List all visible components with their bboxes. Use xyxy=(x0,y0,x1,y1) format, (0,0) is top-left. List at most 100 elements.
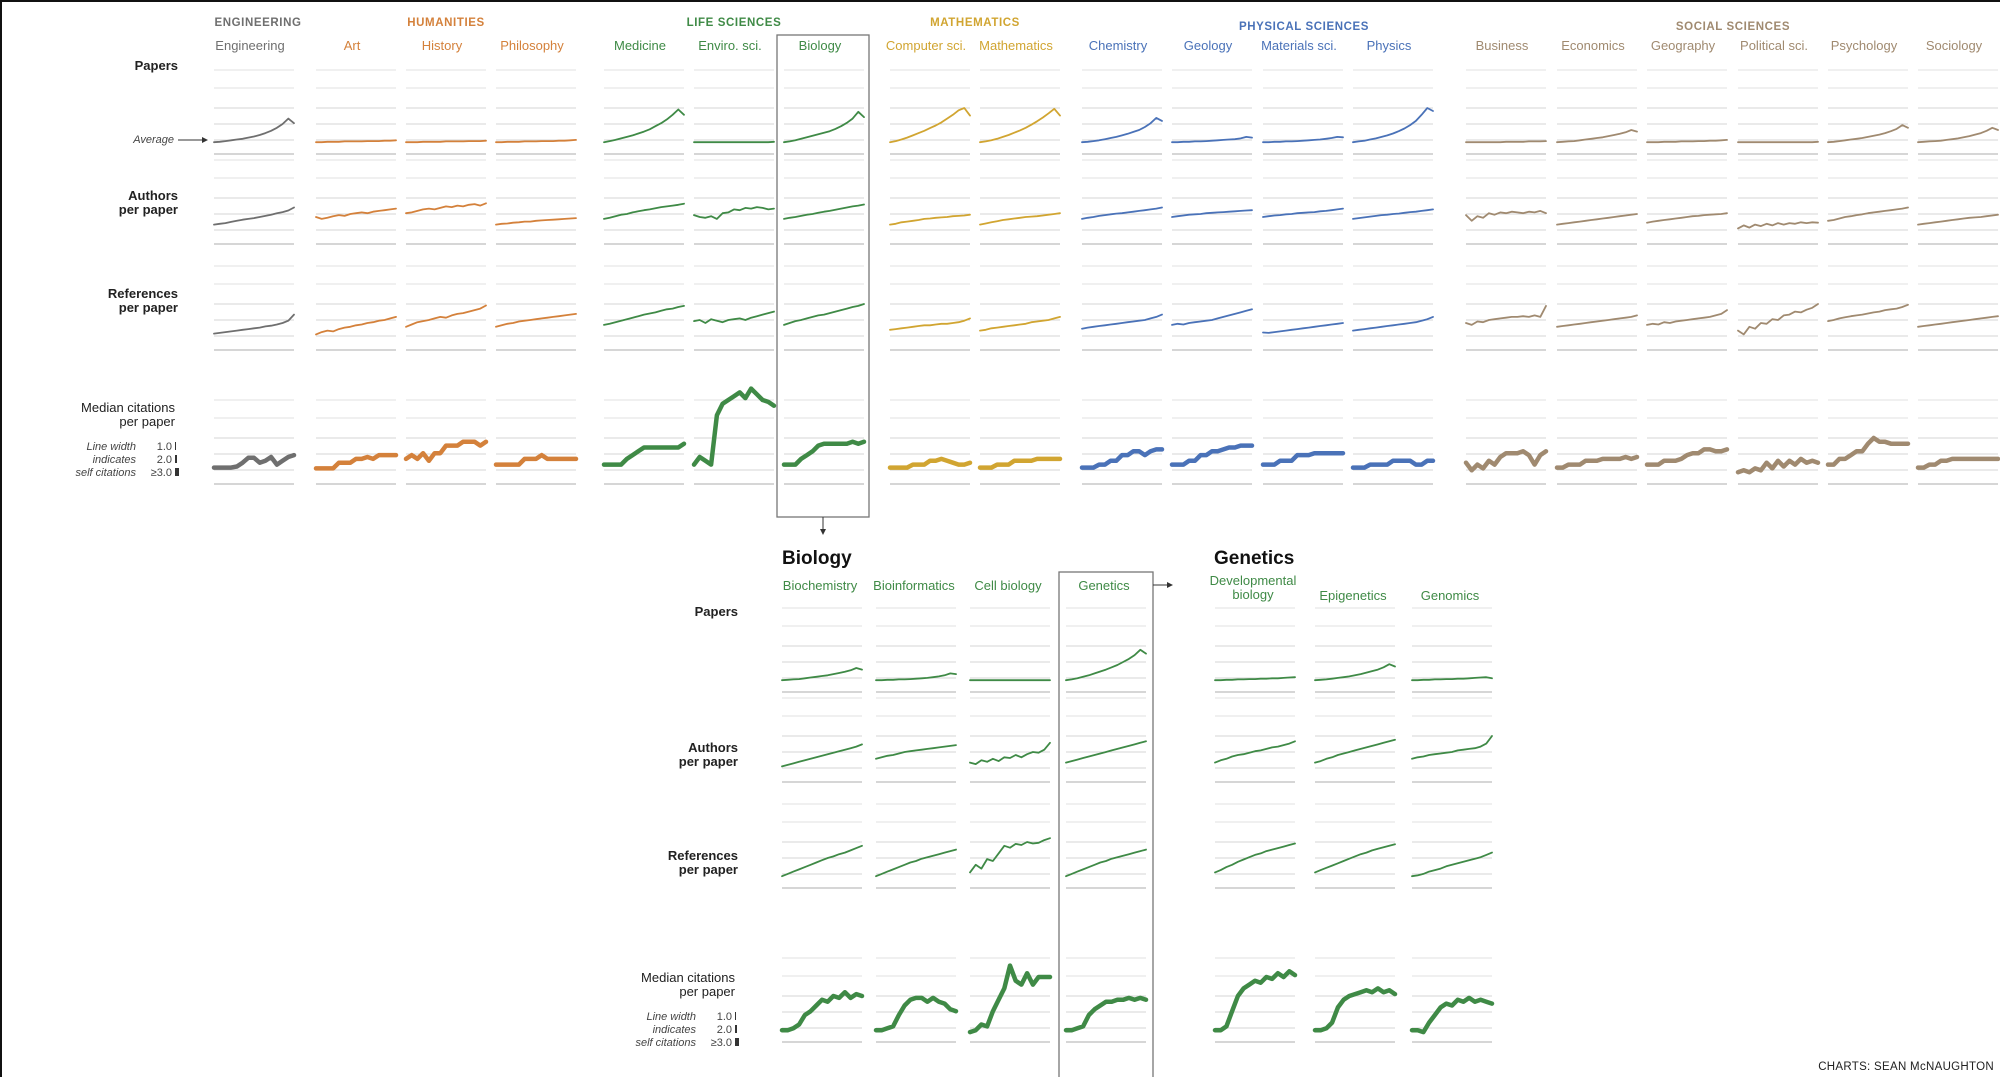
biology-legend-line-width: Line width xyxy=(646,1011,696,1023)
series-political-sci-median-citations-per-paper xyxy=(1735,456,1821,475)
series-biology-cell-biology-references-per-paper xyxy=(969,837,1051,874)
series-computer-sci-papers xyxy=(889,107,971,144)
group-label-social-sciences: SOCIAL SCIENCES xyxy=(1676,21,1790,33)
series-psychology-authors-per-paper xyxy=(1827,206,1909,222)
row-label-authors: Authors per paper xyxy=(119,188,178,217)
series-materials-sci-authors-per-paper xyxy=(1262,207,1344,218)
biology-row-label-papers: Papers xyxy=(695,604,738,619)
series-geography-papers xyxy=(1646,138,1728,144)
series-biology-genetics-papers xyxy=(1065,648,1147,682)
series-biology-bioinformatics-papers xyxy=(875,672,957,682)
average-arrowhead xyxy=(202,137,208,143)
genetics-detail-title: Genetics xyxy=(1214,548,1294,569)
series-art-median-citations-per-paper xyxy=(313,452,399,471)
series-mathematics-authors-per-paper xyxy=(979,212,1061,226)
group-label-mathematics: MATHEMATICS xyxy=(930,17,1020,29)
series-enviro-sci-references-per-paper xyxy=(693,310,775,324)
series-psychology-median-citations-per-paper xyxy=(1825,435,1911,467)
series-business-references-per-paper xyxy=(1465,304,1547,326)
field-label-geology: Geology xyxy=(1184,38,1233,53)
labels-layer: ENGINEERING HUMANITIES LIFE SCIENCES MATHEM… xyxy=(75,17,1993,1073)
series-physics-papers xyxy=(1352,107,1434,144)
series-philosophy-papers xyxy=(495,138,577,144)
field-label-mathematics: Mathematics xyxy=(979,38,1053,53)
field-label-business: Business xyxy=(1476,38,1529,53)
series-physics-median-citations-per-paper xyxy=(1350,458,1436,470)
field-label-biology: Biology xyxy=(799,38,842,53)
series-genetics-developmental-biology-authors-per-paper xyxy=(1214,740,1296,764)
series-geology-papers xyxy=(1171,135,1253,144)
series-biology-median-citations-per-paper xyxy=(781,439,867,467)
overview-legend-value: 1.0 xyxy=(157,441,172,453)
frame-left-border xyxy=(0,0,2,1077)
overview-legend-line-width: Line width xyxy=(86,441,136,453)
genetics-field-label-developmental-biology: Developmental biology xyxy=(1210,573,1297,602)
series-economics-median-citations-per-paper xyxy=(1554,454,1640,470)
series-geology-authors-per-paper xyxy=(1171,209,1253,218)
series-genetics-developmental-biology-references-per-paper xyxy=(1214,842,1296,874)
series-engineering-median-citations-per-paper xyxy=(211,452,297,470)
biology-legend-self-citations: self citations xyxy=(635,1037,696,1049)
overview-legend-self-citations: self citations xyxy=(75,467,136,479)
row-label-papers: Papers xyxy=(135,58,178,73)
series-engineering-authors-per-paper xyxy=(213,206,295,226)
series-philosophy-references-per-paper xyxy=(495,312,577,328)
series-biology-genetics-references-per-paper xyxy=(1065,848,1147,878)
series-medicine-papers xyxy=(603,108,685,144)
field-label-art: Art xyxy=(344,38,361,53)
series-biology-genetics-authors-per-paper xyxy=(1065,740,1147,764)
series-biology-cell-biology-authors-per-paper xyxy=(969,741,1051,765)
field-label-psychology: Psychology xyxy=(1831,38,1898,53)
series-geology-median-citations-per-paper xyxy=(1169,443,1255,467)
series-chemistry-references-per-paper xyxy=(1081,313,1163,330)
biology-field-label-cell-biology: Cell biology xyxy=(974,578,1042,593)
series-biology-bioinformatics-references-per-paper xyxy=(875,848,957,878)
series-art-references-per-paper xyxy=(315,315,397,336)
series-genetics-epigenetics-papers xyxy=(1314,663,1396,682)
series-chemistry-authors-per-paper xyxy=(1081,206,1163,220)
frame-top-border xyxy=(0,0,2000,2)
field-label-materials-sci: Materials sci. xyxy=(1261,38,1337,53)
field-label-sociology: Sociology xyxy=(1926,38,1983,53)
field-label-economics: Economics xyxy=(1561,38,1625,53)
biology-legend-width-swatch xyxy=(735,1025,737,1033)
series-materials-sci-papers xyxy=(1262,135,1344,144)
series-genetics-genomics-authors-per-paper xyxy=(1411,735,1493,760)
biology-legend-value: 1.0 xyxy=(717,1011,732,1023)
series-biology-biochemistry-median-citations-per-paper xyxy=(779,989,865,1033)
row-label-median-citations: Median citations per paper xyxy=(81,400,176,429)
series-psychology-references-per-paper xyxy=(1827,303,1909,323)
series-history-references-per-paper xyxy=(405,304,487,328)
series-business-authors-per-paper xyxy=(1465,209,1547,222)
biology-legend-value: ≥3.0 xyxy=(711,1037,732,1049)
series-biology-references-per-paper xyxy=(783,303,865,326)
series-engineering-papers xyxy=(213,117,295,144)
group-label-life-sciences: LIFE SCIENCES xyxy=(687,17,782,29)
field-label-philosophy: Philosophy xyxy=(500,38,564,53)
series-materials-sci-references-per-paper xyxy=(1262,322,1344,334)
series-sociology-papers xyxy=(1917,126,1999,144)
series-lines-layer xyxy=(211,107,2000,1035)
average-label: Average xyxy=(132,134,174,146)
field-label-chemistry: Chemistry xyxy=(1089,38,1148,53)
series-biology-biochemistry-papers xyxy=(781,667,863,682)
series-biology-bioinformatics-authors-per-paper xyxy=(875,744,957,760)
series-genetics-genomics-references-per-paper xyxy=(1411,851,1493,878)
series-history-authors-per-paper xyxy=(405,202,487,215)
biology-row-label-authors: Authors per paper xyxy=(679,740,738,769)
series-philosophy-median-citations-per-paper xyxy=(493,452,579,467)
series-genetics-developmental-biology-papers xyxy=(1214,676,1296,682)
series-history-median-citations-per-paper xyxy=(403,439,489,464)
series-materials-sci-median-citations-per-paper xyxy=(1260,450,1346,467)
series-sociology-median-citations-per-paper xyxy=(1915,456,2000,470)
overview-legend-value: ≥3.0 xyxy=(151,467,172,479)
series-philosophy-authors-per-paper xyxy=(495,217,577,226)
series-art-authors-per-paper xyxy=(315,207,397,220)
series-biology-papers xyxy=(783,110,865,144)
series-geography-median-citations-per-paper xyxy=(1644,447,1730,467)
series-art-papers xyxy=(315,139,397,144)
biology-legend-value: 2.0 xyxy=(717,1024,732,1036)
field-label-computer-sci: Computer sci. xyxy=(886,38,966,53)
field-label-history: History xyxy=(422,38,463,53)
